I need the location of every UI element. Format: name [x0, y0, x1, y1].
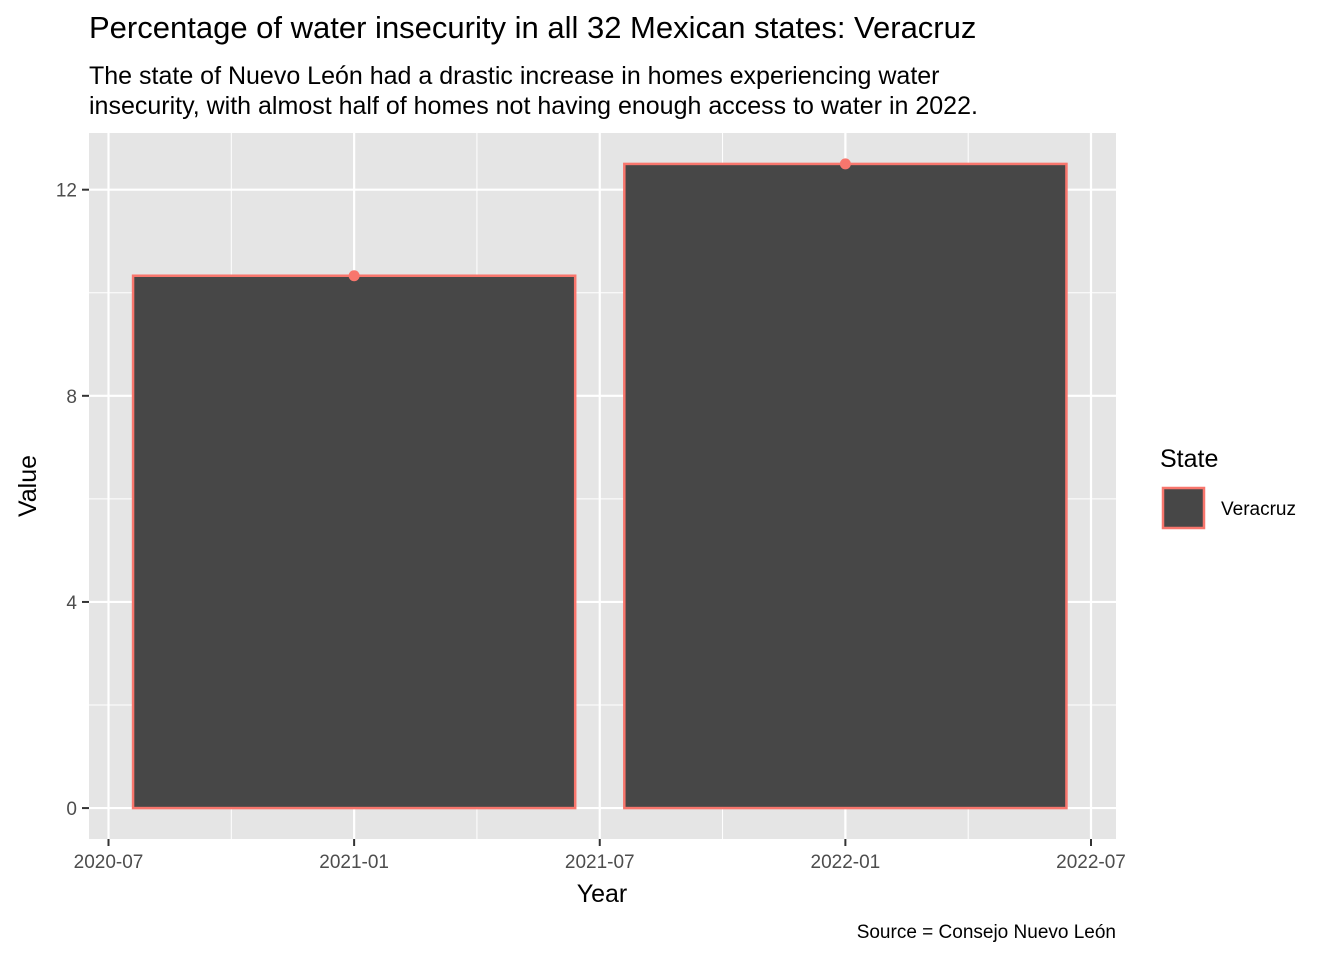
chart-subtitle: The state of Nuevo León had a drastic in… — [89, 61, 978, 121]
chart-caption: Source = Consejo Nuevo León — [856, 922, 1116, 943]
x-tick-label: 2020-07 — [74, 852, 144, 873]
chart-subtitle-line-1: The state of Nuevo León had a drastic in… — [89, 62, 940, 90]
y-tick-label: 0 — [66, 799, 77, 820]
bars — [131, 162, 1068, 810]
y-tick-label: 4 — [66, 593, 77, 614]
y-tick-label: 8 — [66, 387, 77, 408]
legend-key-veracruz — [1161, 486, 1206, 530]
x-axis: 2020-07 2021-01 2021-07 2022-01 2022-07 — [74, 839, 1126, 873]
x-tick-label: 2021-07 — [565, 852, 635, 873]
point-2022-01 — [839, 158, 851, 170]
legend: State Veracruz — [1160, 445, 1296, 530]
legend-title: State — [1160, 445, 1218, 473]
point-2021-01 — [348, 270, 360, 282]
y-tick-label: 12 — [56, 181, 77, 202]
y-axis-title: Value — [14, 455, 42, 517]
x-tick-label: 2022-07 — [1056, 852, 1126, 873]
x-tick-label: 2022-01 — [811, 852, 881, 873]
points — [348, 158, 851, 282]
x-tick-label: 2021-01 — [319, 852, 389, 873]
bar-2022-01 — [623, 162, 1068, 810]
x-axis-title: Year — [577, 880, 628, 908]
bar-2021-01 — [131, 274, 577, 810]
y-axis: 0 4 8 12 — [56, 181, 89, 820]
chart-subtitle-line-2: insecurity, with almost half of homes no… — [89, 92, 978, 120]
chart-title: Percentage of water insecurity in all 32… — [89, 10, 977, 45]
legend-label-veracruz: Veracruz — [1221, 499, 1296, 520]
